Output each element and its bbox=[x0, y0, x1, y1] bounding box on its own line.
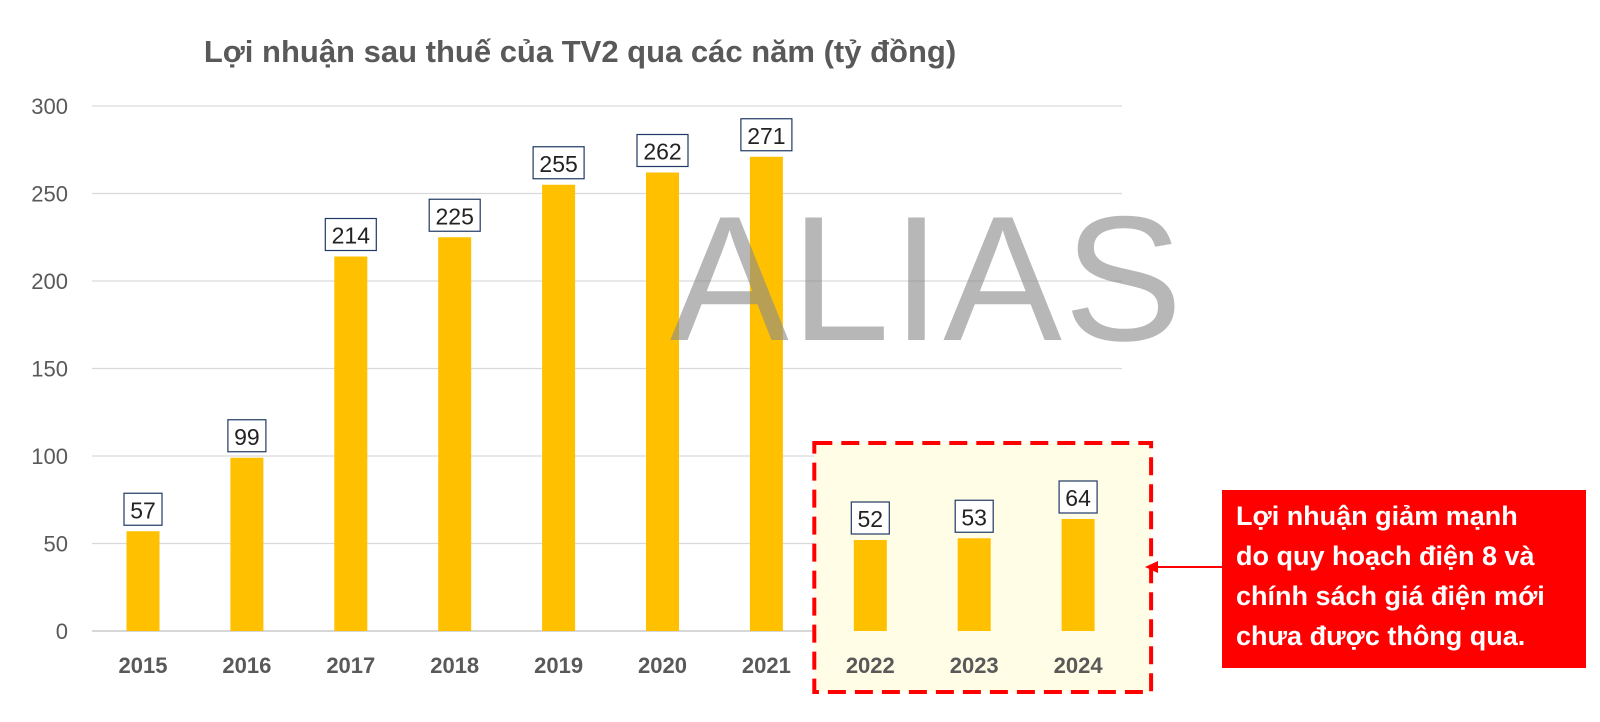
bar bbox=[126, 531, 160, 631]
bar bbox=[749, 156, 783, 631]
data-label-box bbox=[954, 499, 994, 533]
annotation-line: do quy hoạch điện 8 và bbox=[1236, 541, 1535, 571]
x-tick-label: 2019 bbox=[534, 653, 583, 678]
x-tick-label: 2023 bbox=[950, 653, 999, 678]
annotation-line: chưa được thông qua. bbox=[1236, 621, 1526, 651]
data-label-box bbox=[428, 198, 481, 232]
bar bbox=[438, 237, 472, 631]
y-tick-label: 50 bbox=[44, 532, 68, 557]
data-label: 57 bbox=[130, 497, 156, 523]
annotation-line: Lợi nhuận giảm mạnh bbox=[1236, 501, 1518, 531]
data-label-box bbox=[324, 217, 377, 252]
y-tick-label: 0 bbox=[56, 619, 68, 644]
y-tick-label: 100 bbox=[31, 444, 68, 469]
data-label: 64 bbox=[1065, 485, 1091, 511]
annotation-arrow bbox=[1145, 561, 1222, 573]
data-label: 262 bbox=[643, 139, 681, 165]
data-label-box bbox=[740, 118, 793, 152]
data-labels: 57 99 214 225 255 262 271 52 53 64 bbox=[123, 118, 1098, 535]
bars bbox=[126, 156, 1095, 631]
data-label: 53 bbox=[961, 504, 987, 530]
data-label-box bbox=[532, 146, 585, 180]
data-label: 99 bbox=[234, 424, 260, 450]
gridlines bbox=[92, 105, 1122, 632]
y-tick-label: 200 bbox=[31, 269, 68, 294]
bar bbox=[853, 540, 887, 631]
data-label-box bbox=[850, 501, 890, 535]
bar bbox=[334, 256, 368, 631]
bar bbox=[230, 457, 264, 631]
x-tick-label: 2017 bbox=[326, 653, 375, 678]
y-tick-label: 250 bbox=[31, 182, 68, 207]
data-label: 255 bbox=[539, 151, 577, 177]
y-tick-label: 150 bbox=[31, 357, 68, 382]
bar bbox=[542, 184, 576, 631]
x-tick-label: 2024 bbox=[1054, 653, 1104, 678]
annotation-text: Lợi nhuận giảm mạnh do quy hoạch điện 8 … bbox=[1236, 496, 1545, 656]
x-tick-label: 2022 bbox=[846, 653, 895, 678]
chart-title: Lợi nhuận sau thuế của TV2 qua các năm (… bbox=[203, 34, 957, 69]
data-label-box bbox=[123, 492, 163, 526]
annotation-line: chính sách giá điện mới bbox=[1236, 581, 1545, 611]
data-label: 225 bbox=[436, 203, 474, 229]
data-label-box bbox=[227, 419, 267, 453]
arrow-head bbox=[1145, 561, 1158, 573]
x-tick-label: 2018 bbox=[430, 653, 479, 678]
data-label: 52 bbox=[858, 506, 884, 532]
bar bbox=[957, 538, 991, 631]
data-label-box bbox=[636, 133, 689, 168]
x-tick-label: 2020 bbox=[638, 653, 687, 678]
bar bbox=[1061, 519, 1095, 631]
x-tick-label: 2021 bbox=[742, 653, 791, 678]
axes: 0 50 100 150 200 250 300 2015 2016 2017 2018 2019 20… bbox=[31, 94, 1103, 678]
bar bbox=[646, 172, 679, 631]
x-tick-label: 2016 bbox=[222, 653, 271, 678]
data-label-box bbox=[1058, 480, 1098, 514]
x-tick-label: 2015 bbox=[119, 653, 168, 678]
data-label: 271 bbox=[747, 123, 785, 149]
annotation-callout: Lợi nhuận giảm mạnh do quy hoạch điện 8 … bbox=[1222, 490, 1586, 668]
data-label: 214 bbox=[332, 223, 371, 249]
y-tick-label: 300 bbox=[31, 94, 68, 119]
